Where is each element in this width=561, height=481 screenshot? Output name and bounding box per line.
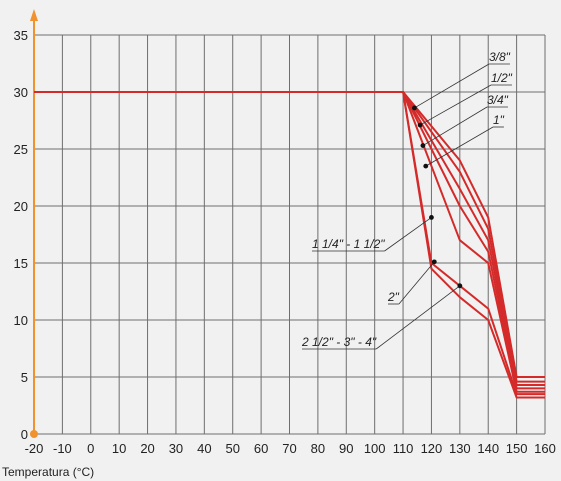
y-axis-arrow	[30, 9, 38, 21]
y-tick-label: 15	[14, 256, 28, 271]
annotation-dot	[417, 122, 423, 128]
x-tick-label: 130	[449, 441, 471, 456]
annotation-leader	[398, 261, 435, 305]
x-tick-label: 120	[421, 441, 443, 456]
tick-labels: 0 5 10 15 20 25 30 35 -20 -10 0 10 20 30 40 50 60 70 80 90 1…	[14, 28, 556, 456]
annotation-dot	[431, 259, 437, 265]
annotation-label: 3/8"	[489, 50, 511, 64]
axes	[30, 9, 38, 438]
y-tick-label: 10	[14, 313, 28, 328]
annotation-leader	[375, 285, 461, 350]
x-axis-label: Temperatura (°C)	[2, 465, 94, 479]
x-tick-label: 0	[87, 441, 94, 456]
annotation-dot	[420, 143, 426, 148]
y-tick-label: 20	[14, 199, 28, 214]
x-tick-label: 40	[197, 441, 211, 456]
y-tick-label: 0	[21, 427, 28, 442]
annotation-dot	[412, 105, 417, 111]
annotation-label: 1 1/4" - 1 1/2"	[312, 237, 385, 251]
annotation-dot	[457, 283, 463, 289]
y-tick-label: 30	[14, 85, 28, 100]
annotation-label: 1"	[493, 113, 505, 127]
annotation-dot	[423, 163, 429, 169]
grid	[33, 34, 546, 435]
annotation-leader	[419, 84, 492, 126]
annotation-leader	[384, 217, 432, 252]
annotation-labels: 3/8" 1/2" 3/4" 1" 1 1/4" - 1 1/2" 2" 2 1/2" - …	[301, 50, 513, 349]
x-tick-label: 100	[364, 441, 386, 456]
annotation-dot	[429, 215, 434, 220]
x-tick-label: 140	[477, 441, 499, 456]
x-tick-label: 110	[393, 441, 414, 456]
annotation-leader	[422, 106, 488, 146]
axis-origin-dot	[30, 430, 38, 438]
x-tick-label: 70	[282, 441, 296, 456]
x-tick-label: -20	[25, 441, 44, 456]
x-tick-label: 50	[225, 441, 239, 456]
annotation-label: 2"	[387, 290, 400, 304]
y-tick-label: 35	[14, 28, 28, 43]
annotation-label: 1/2"	[491, 71, 513, 85]
x-tick-label: -10	[53, 441, 72, 456]
x-tick-label: 20	[140, 441, 154, 456]
series-line	[34, 91, 545, 399]
y-tick-label: 5	[21, 370, 28, 385]
annotation-leader	[425, 126, 494, 167]
annotation-leader	[414, 63, 490, 109]
x-tick-label: 150	[506, 441, 528, 456]
x-tick-label: 30	[169, 441, 183, 456]
y-tick-label: 25	[14, 142, 28, 157]
annotation-leaders	[302, 63, 512, 350]
x-tick-label: 10	[112, 441, 126, 456]
x-tick-label: 80	[311, 441, 325, 456]
x-tick-label: 160	[534, 441, 556, 456]
annotation-label: 2 1/2" - 3" - 4"	[301, 335, 377, 349]
x-tick-label: 90	[339, 441, 353, 456]
x-tick-label: 60	[254, 441, 268, 456]
annotation-label: 3/4"	[487, 93, 509, 107]
